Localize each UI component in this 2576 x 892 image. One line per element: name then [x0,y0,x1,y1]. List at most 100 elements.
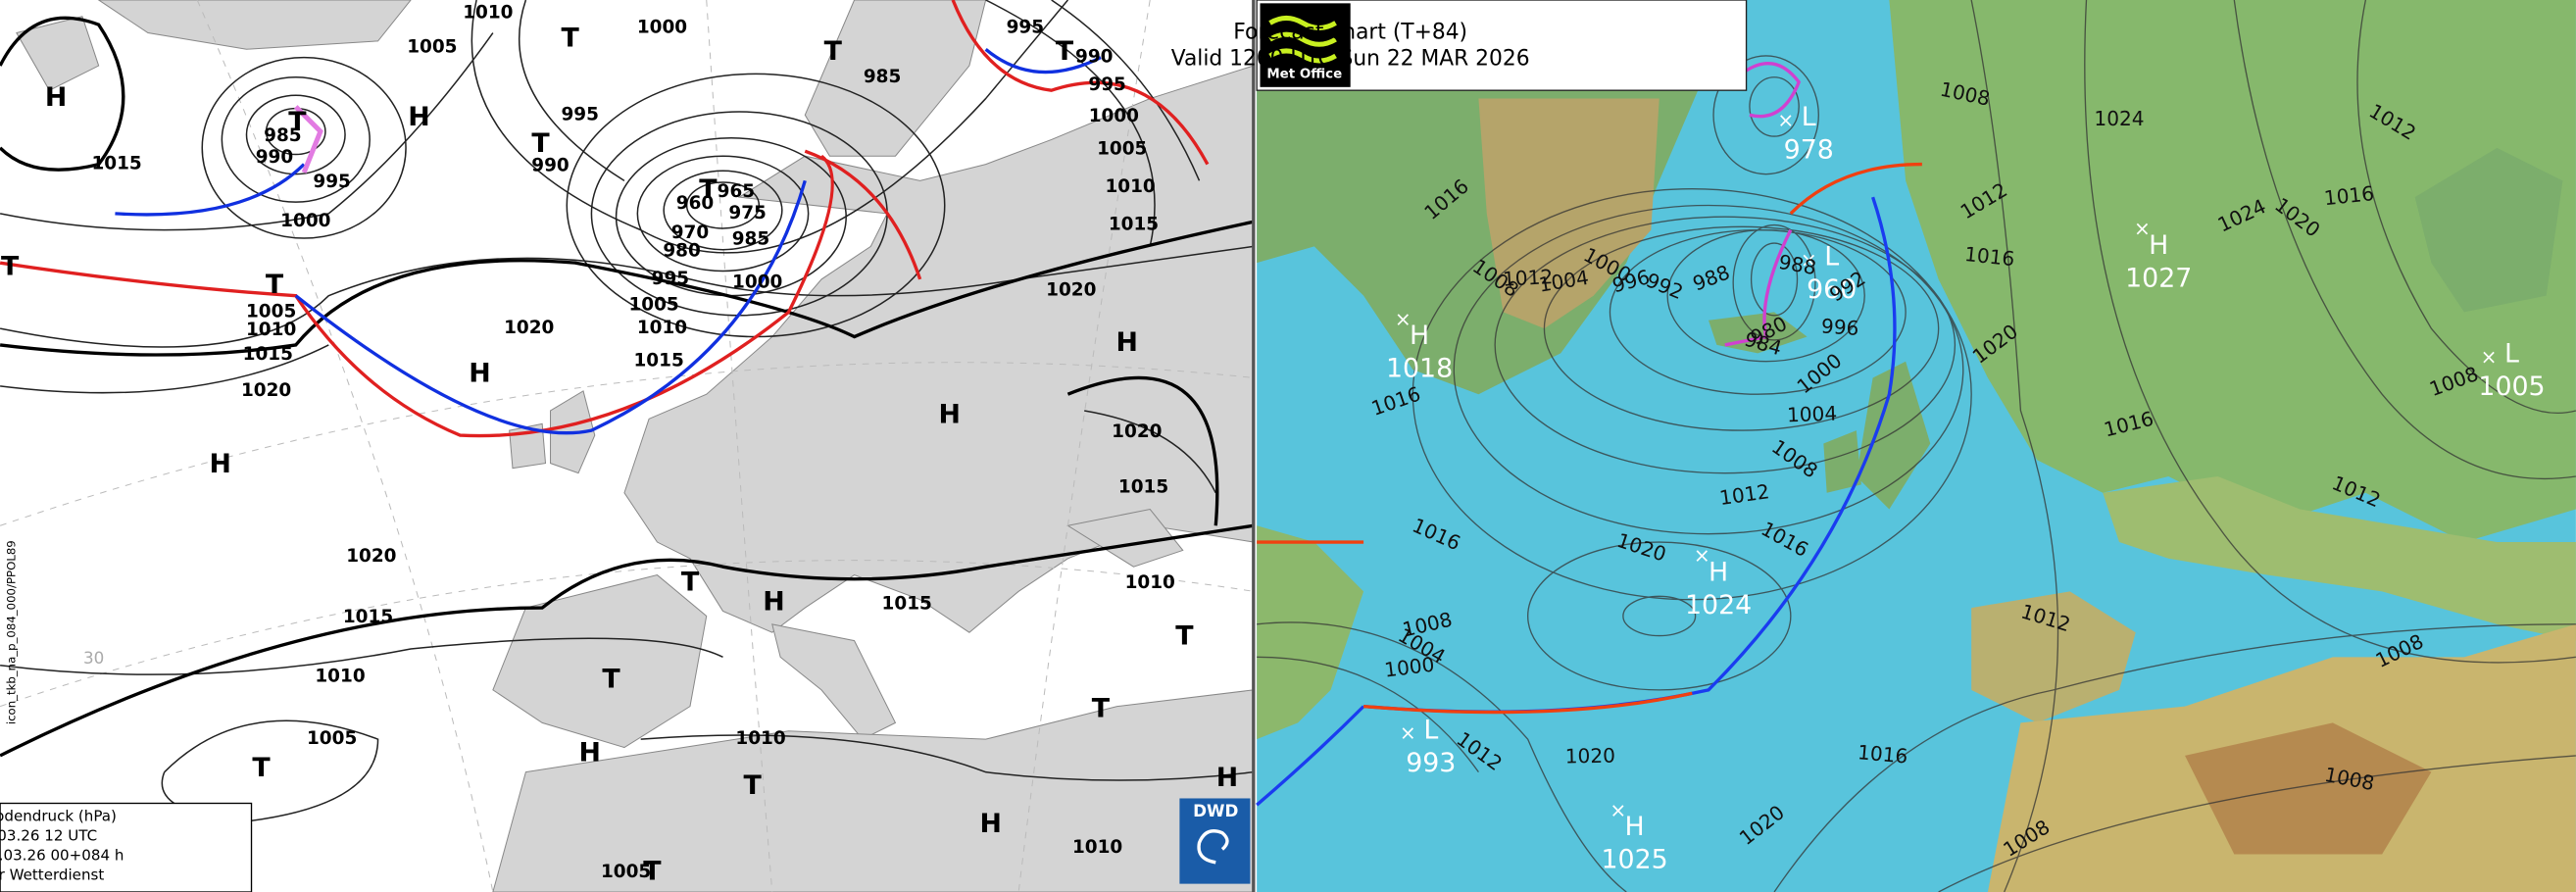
centre-marker: × [1400,721,1416,745]
isobar-label: 1010 [637,318,687,338]
info-line: Basis: ICON 19.03.26 00+084 h [0,847,124,865]
isobar-label: 1005 [1097,139,1147,160]
info-line: Vorhersage Bodendruck (hPa) [0,807,117,824]
isobar-label: 1020 [1565,744,1616,768]
centre-type: H [1625,812,1645,842]
mo-logo-bg [1260,3,1351,87]
isobar-label: 985 [864,67,901,87]
isobar-label: 985 [732,229,769,250]
centre-pressure: 978 [1784,135,1834,166]
pressure-system: T [562,24,580,54]
pressure-system: T [1092,693,1111,723]
centre-type: H [1410,321,1429,351]
pressure-system: T [531,128,550,159]
fronts [0,0,1210,438]
isobar-label: 1015 [343,607,393,627]
isobar-label: 965 [718,181,755,202]
pressure-system: H [763,587,784,618]
isobar-label: 970 [671,223,709,243]
isobar-label: 995 [652,269,689,289]
centre-marker: × [1395,307,1412,330]
metoffice-panel [1256,0,2576,892]
isobar-label: 990 [1075,47,1113,68]
isobar-label: 1010 [246,320,296,340]
isobar-label: 1000 [637,17,687,37]
isobar-label: 1000 [732,272,782,292]
dwd-logo-swirl [1197,829,1229,865]
centre-pressure: 1025 [1602,845,1668,875]
centre-marker: × [1801,248,1817,272]
isobar-label: 1024 [2094,107,2144,130]
model-label: icon_tkb_na_p_084_000/PPOL89 [4,540,18,724]
mo-logo-waves [1268,15,1337,64]
isobar-label: 995 [561,104,598,124]
isobar-label: 996 [1820,314,1859,340]
pressure-system: H [1216,763,1238,793]
isobar-label: 985 [264,125,301,146]
isobar-label: 1000 [1089,106,1139,126]
mo-land [1257,0,2576,892]
isobar-label: 1020 [241,380,291,401]
isobar-label: 1010 [315,666,365,686]
isobar-label: 1015 [1109,215,1159,235]
pressure-system: T [699,174,718,205]
isobar-label: 1010 [463,2,513,23]
isobar-label: 1005 [628,295,678,316]
centre-type: L [2504,338,2519,369]
pressure-system: T [643,856,662,886]
pressure-system: H [209,449,230,479]
isobar-label: 1012 [1502,265,1553,291]
dwd-logo-bg [1179,798,1251,884]
pressure-system: T [288,107,307,137]
dwd-panel [0,0,1256,892]
isobar-label: 1020 [1112,421,1162,442]
centre-pressure: 960 [1807,274,1857,305]
isobar-label: 1000 [280,211,330,231]
isobar-label: 1016 [1963,242,2015,271]
pressure-system: H [469,359,490,389]
mo-fronts [1256,61,1922,807]
isobar-label: 1015 [633,351,683,372]
isobar-label: 1015 [91,154,141,174]
info-line: für: So. 22.03.26 12 UTC [0,827,97,845]
pressure-system: T [252,753,271,783]
isobar-label: 1010 [1072,837,1122,858]
isobar-label: 30 [83,648,104,668]
centre-marker: × [2134,217,2151,240]
isobar-label: 1020 [504,318,554,338]
isobar-label: 1020 [1046,280,1096,301]
dwd-logo: DWD [1193,801,1238,820]
pressure-system: T [266,270,284,300]
pressure-system: T [744,770,763,801]
centre-marker: × [1694,544,1710,568]
centre-pressure: 1027 [2125,263,2192,293]
isobar-label: 1016 [2323,181,2375,210]
isobar-label: 1016 [1857,740,1908,768]
isobar-label: 990 [256,147,293,168]
isobar-label: 1015 [882,594,932,615]
isobar-label: 995 [1088,74,1125,95]
info-line: © Deutscher Wetterdienst [0,867,104,884]
isobar-label: 1020 [346,546,396,567]
pressure-system: T [1056,36,1074,67]
graticule [0,0,1254,892]
centre-type: H [2149,230,2168,261]
centre-type: L [1423,715,1438,745]
isobar-label: 1010 [1105,176,1155,197]
mo-title: Forecast chart (T+84) [1233,21,1467,45]
centre-pressure: 1005 [2478,372,2545,402]
isobar-label: 995 [313,172,350,192]
pressure-system: T [824,36,843,67]
pressure-system: H [979,809,1001,839]
pressure-system: H [579,738,601,768]
isobar-label: 1015 [243,344,293,365]
pressure-system: H [408,102,429,132]
isobar-label: 1005 [246,301,296,322]
centre-marker: × [2481,345,2498,369]
isobar-label: 1010 [1125,572,1175,593]
isobars-bold [0,16,1255,758]
centre-marker: × [1610,798,1626,821]
pressure-system: H [45,82,67,113]
